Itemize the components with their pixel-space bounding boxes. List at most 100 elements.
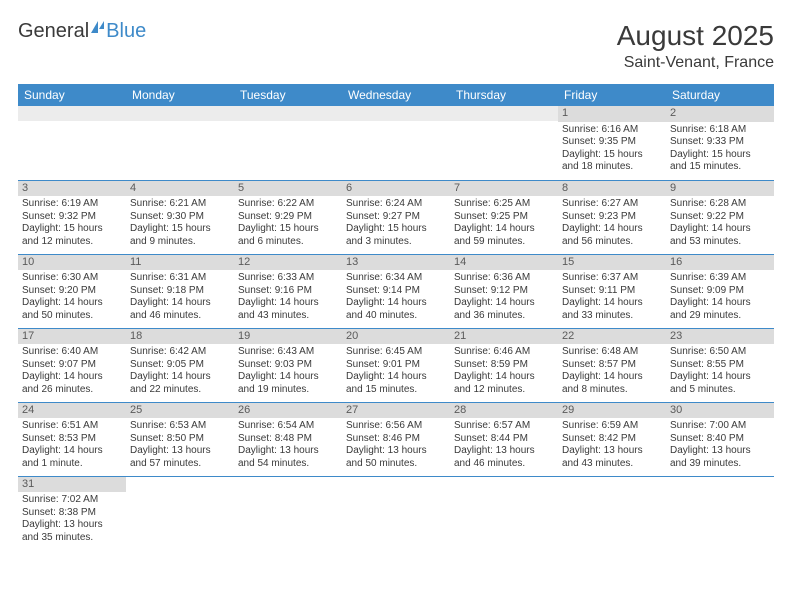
calendar-week-row: 3Sunrise: 6:19 AMSunset: 9:32 PMDaylight…: [18, 180, 774, 254]
calendar-day-cell: 5Sunrise: 6:22 AMSunset: 9:29 PMDaylight…: [234, 180, 342, 254]
sunrise-text: Sunrise: 6:22 AM: [238, 198, 338, 211]
sunset-text: Sunset: 9:27 PM: [346, 211, 446, 224]
day-number: 27: [342, 403, 450, 419]
weekday-header: Thursday: [450, 84, 558, 106]
sunrise-text: Sunrise: 6:28 AM: [670, 198, 770, 211]
weekday-header: Tuesday: [234, 84, 342, 106]
calendar-day-cell: 24Sunrise: 6:51 AMSunset: 8:53 PMDayligh…: [18, 402, 126, 476]
calendar-table: SundayMondayTuesdayWednesdayThursdayFrid…: [18, 84, 774, 550]
day-number: 15: [558, 255, 666, 271]
sunset-text: Sunset: 9:16 PM: [238, 285, 338, 298]
sunset-text: Sunset: 8:50 PM: [130, 433, 230, 446]
day-number: 20: [342, 329, 450, 345]
calendar-day-cell: 3Sunrise: 6:19 AMSunset: 9:32 PMDaylight…: [18, 180, 126, 254]
sunset-text: Sunset: 9:20 PM: [22, 285, 122, 298]
weekday-header: Saturday: [666, 84, 774, 106]
calendar-day-cell: 2Sunrise: 6:18 AMSunset: 9:33 PMDaylight…: [666, 106, 774, 180]
calendar-empty-cell: [558, 476, 666, 550]
sunset-text: Sunset: 9:23 PM: [562, 211, 662, 224]
daylight-text: Daylight: 13 hours and 39 minutes.: [670, 445, 770, 470]
sunrise-text: Sunrise: 6:54 AM: [238, 420, 338, 433]
day-number: 30: [666, 403, 774, 419]
calendar-day-cell: 21Sunrise: 6:46 AMSunset: 8:59 PMDayligh…: [450, 328, 558, 402]
empty-day-header: [18, 106, 126, 121]
calendar-day-cell: 29Sunrise: 6:59 AMSunset: 8:42 PMDayligh…: [558, 402, 666, 476]
sunrise-text: Sunrise: 6:33 AM: [238, 272, 338, 285]
day-number: 16: [666, 255, 774, 271]
day-number: 23: [666, 329, 774, 345]
sunset-text: Sunset: 9:25 PM: [454, 211, 554, 224]
weekday-header: Friday: [558, 84, 666, 106]
brand-logo: General Blue: [18, 20, 146, 43]
calendar-week-row: 24Sunrise: 6:51 AMSunset: 8:53 PMDayligh…: [18, 402, 774, 476]
calendar-day-cell: 9Sunrise: 6:28 AMSunset: 9:22 PMDaylight…: [666, 180, 774, 254]
sunrise-text: Sunrise: 6:48 AM: [562, 346, 662, 359]
calendar-empty-cell: [342, 106, 450, 180]
calendar-day-cell: 10Sunrise: 6:30 AMSunset: 9:20 PMDayligh…: [18, 254, 126, 328]
calendar-day-cell: 30Sunrise: 7:00 AMSunset: 8:40 PMDayligh…: [666, 402, 774, 476]
day-number: 4: [126, 181, 234, 197]
calendar-day-cell: 1Sunrise: 6:16 AMSunset: 9:35 PMDaylight…: [558, 106, 666, 180]
daylight-text: Daylight: 14 hours and 36 minutes.: [454, 297, 554, 322]
sunset-text: Sunset: 9:09 PM: [670, 285, 770, 298]
daylight-text: Daylight: 14 hours and 40 minutes.: [346, 297, 446, 322]
daylight-text: Daylight: 13 hours and 57 minutes.: [130, 445, 230, 470]
day-number: 7: [450, 181, 558, 197]
day-number: 11: [126, 255, 234, 271]
sunrise-text: Sunrise: 6:34 AM: [346, 272, 446, 285]
day-number: 19: [234, 329, 342, 345]
day-number: 12: [234, 255, 342, 271]
sunset-text: Sunset: 8:46 PM: [346, 433, 446, 446]
sunrise-text: Sunrise: 6:36 AM: [454, 272, 554, 285]
sunrise-text: Sunrise: 6:59 AM: [562, 420, 662, 433]
brand-part2: Blue: [106, 20, 146, 43]
day-number: 24: [18, 403, 126, 419]
daylight-text: Daylight: 14 hours and 12 minutes.: [454, 371, 554, 396]
sunset-text: Sunset: 9:12 PM: [454, 285, 554, 298]
empty-day-header: [126, 106, 234, 121]
sunset-text: Sunset: 8:44 PM: [454, 433, 554, 446]
logo-triangles-icon: [91, 21, 104, 33]
calendar-day-cell: 19Sunrise: 6:43 AMSunset: 9:03 PMDayligh…: [234, 328, 342, 402]
daylight-text: Daylight: 14 hours and 53 minutes.: [670, 223, 770, 248]
calendar-day-cell: 26Sunrise: 6:54 AMSunset: 8:48 PMDayligh…: [234, 402, 342, 476]
sunrise-text: Sunrise: 7:02 AM: [22, 494, 122, 507]
day-number: 29: [558, 403, 666, 419]
daylight-text: Daylight: 14 hours and 29 minutes.: [670, 297, 770, 322]
calendar-empty-cell: [450, 476, 558, 550]
sunrise-text: Sunrise: 6:42 AM: [130, 346, 230, 359]
calendar-empty-cell: [234, 106, 342, 180]
calendar-day-cell: 16Sunrise: 6:39 AMSunset: 9:09 PMDayligh…: [666, 254, 774, 328]
sunrise-text: Sunrise: 6:40 AM: [22, 346, 122, 359]
calendar-empty-cell: [450, 106, 558, 180]
day-number: 25: [126, 403, 234, 419]
sunrise-text: Sunrise: 6:50 AM: [670, 346, 770, 359]
sunset-text: Sunset: 9:03 PM: [238, 359, 338, 372]
day-number: 5: [234, 181, 342, 197]
day-number: 21: [450, 329, 558, 345]
calendar-day-cell: 22Sunrise: 6:48 AMSunset: 8:57 PMDayligh…: [558, 328, 666, 402]
calendar-empty-cell: [342, 476, 450, 550]
day-number: 13: [342, 255, 450, 271]
daylight-text: Daylight: 13 hours and 54 minutes.: [238, 445, 338, 470]
weekday-header: Sunday: [18, 84, 126, 106]
daylight-text: Daylight: 14 hours and 33 minutes.: [562, 297, 662, 322]
sunset-text: Sunset: 9:22 PM: [670, 211, 770, 224]
brand-part1: General: [18, 20, 89, 43]
calendar-week-row: 10Sunrise: 6:30 AMSunset: 9:20 PMDayligh…: [18, 254, 774, 328]
sunrise-text: Sunrise: 6:21 AM: [130, 198, 230, 211]
calendar-day-cell: 11Sunrise: 6:31 AMSunset: 9:18 PMDayligh…: [126, 254, 234, 328]
sunset-text: Sunset: 9:11 PM: [562, 285, 662, 298]
daylight-text: Daylight: 14 hours and 56 minutes.: [562, 223, 662, 248]
calendar-head: SundayMondayTuesdayWednesdayThursdayFrid…: [18, 84, 774, 106]
calendar-empty-cell: [666, 476, 774, 550]
calendar-day-cell: 20Sunrise: 6:45 AMSunset: 9:01 PMDayligh…: [342, 328, 450, 402]
sunset-text: Sunset: 9:01 PM: [346, 359, 446, 372]
calendar-day-cell: 12Sunrise: 6:33 AMSunset: 9:16 PMDayligh…: [234, 254, 342, 328]
calendar-day-cell: 28Sunrise: 6:57 AMSunset: 8:44 PMDayligh…: [450, 402, 558, 476]
calendar-week-row: 17Sunrise: 6:40 AMSunset: 9:07 PMDayligh…: [18, 328, 774, 402]
daylight-text: Daylight: 14 hours and 59 minutes.: [454, 223, 554, 248]
sunrise-text: Sunrise: 6:16 AM: [562, 124, 662, 137]
daylight-text: Daylight: 14 hours and 43 minutes.: [238, 297, 338, 322]
calendar-week-row: 1Sunrise: 6:16 AMSunset: 9:35 PMDaylight…: [18, 106, 774, 180]
